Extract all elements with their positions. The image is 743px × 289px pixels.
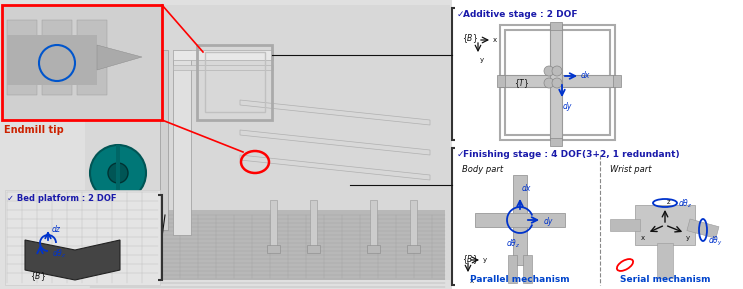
Bar: [550, 22, 562, 30]
Text: $d\theta_z$: $d\theta_z$: [678, 198, 692, 210]
Bar: [173, 50, 273, 60]
Bar: [160, 50, 168, 230]
Polygon shape: [25, 240, 120, 280]
Text: $d\theta_z$: $d\theta_z$: [52, 248, 66, 260]
Text: Parallel mechanism: Parallel mechanism: [470, 275, 570, 284]
Bar: [452, 0, 743, 289]
Circle shape: [90, 145, 146, 201]
Bar: [2, 5, 162, 120]
Text: $\{B\}$: $\{B\}$: [30, 270, 46, 283]
Bar: [42, 20, 72, 95]
Text: x: x: [641, 235, 645, 241]
Bar: [550, 25, 562, 140]
Bar: [90, 210, 445, 280]
Text: Finishing stage : 4 DOF(3+2, 1 redundant): Finishing stage : 4 DOF(3+2, 1 redundant…: [463, 150, 680, 159]
Text: y: y: [480, 57, 484, 63]
Bar: [5, 190, 160, 285]
Text: x: x: [470, 278, 474, 284]
Bar: [613, 75, 621, 87]
Bar: [7, 20, 37, 95]
Polygon shape: [240, 155, 430, 180]
Text: y: y: [483, 257, 487, 263]
Bar: [550, 138, 562, 146]
Bar: [85, 5, 450, 280]
Bar: [173, 65, 273, 70]
Circle shape: [108, 163, 128, 183]
Bar: [687, 219, 719, 238]
Bar: [500, 25, 615, 140]
Bar: [77, 20, 107, 95]
Text: Wrist part: Wrist part: [610, 165, 652, 174]
Text: $d\theta_y$: $d\theta_y$: [708, 235, 723, 248]
Bar: [205, 52, 265, 112]
Polygon shape: [240, 130, 430, 155]
Bar: [657, 243, 673, 278]
Text: dy: dy: [544, 217, 554, 226]
Bar: [173, 50, 191, 235]
Polygon shape: [240, 100, 430, 125]
Text: $d\theta_z$: $d\theta_z$: [506, 238, 520, 251]
Bar: [197, 45, 272, 120]
Bar: [523, 255, 532, 283]
Polygon shape: [97, 45, 142, 70]
Bar: [310, 200, 317, 250]
Text: Endmill tip: Endmill tip: [4, 125, 64, 135]
Text: ✓ Bed platform : 2 DOF: ✓ Bed platform : 2 DOF: [7, 194, 117, 203]
Bar: [508, 255, 517, 283]
Text: Additive stage : 2 DOF: Additive stage : 2 DOF: [463, 10, 577, 19]
Text: dy: dy: [563, 102, 572, 111]
Text: z: z: [667, 199, 671, 205]
Bar: [267, 245, 280, 253]
Text: Serial mechanism: Serial mechanism: [620, 275, 710, 284]
Text: Body part: Body part: [462, 165, 503, 174]
Text: x: x: [493, 37, 497, 43]
Bar: [410, 200, 417, 250]
Bar: [635, 205, 695, 245]
Text: y: y: [686, 235, 690, 241]
Bar: [370, 200, 377, 250]
Bar: [497, 75, 505, 87]
Circle shape: [552, 78, 562, 88]
Circle shape: [552, 66, 562, 76]
Bar: [513, 175, 527, 265]
Bar: [116, 145, 120, 201]
Text: ✓: ✓: [457, 150, 467, 159]
Bar: [0, 0, 452, 289]
Bar: [475, 213, 565, 227]
Text: $\{B\}$: $\{B\}$: [462, 32, 478, 45]
Bar: [610, 219, 640, 231]
Bar: [270, 200, 277, 250]
Bar: [7, 35, 97, 85]
Text: ✓: ✓: [457, 10, 467, 19]
Text: $\{T\}$: $\{T\}$: [514, 77, 530, 90]
Text: dx: dx: [522, 184, 531, 193]
Bar: [407, 245, 420, 253]
Bar: [505, 30, 610, 135]
Circle shape: [544, 78, 554, 88]
Bar: [307, 245, 320, 253]
Circle shape: [544, 66, 554, 76]
Text: $\{B\}$: $\{B\}$: [462, 253, 478, 266]
Bar: [367, 245, 380, 253]
Text: dz: dz: [52, 225, 61, 234]
Text: dx: dx: [581, 71, 591, 80]
Bar: [500, 75, 615, 87]
